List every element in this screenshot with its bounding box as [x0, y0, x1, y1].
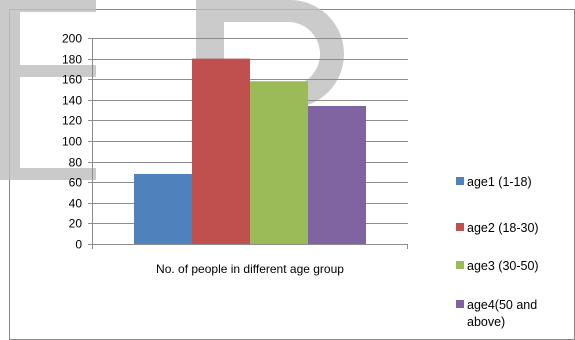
legend-label-2: age2 (18-30) [467, 221, 539, 235]
x-category-label: No. of people in different age group [156, 262, 344, 276]
axes [92, 38, 408, 249]
y-tick-label: 120 [62, 114, 82, 128]
y-tick-label: 60 [69, 176, 83, 190]
legend: age1 (1-18) age2 (18-30) age3 (30-50) age4(… [456, 175, 539, 329]
bar-3 [250, 81, 308, 244]
y-tick-label: 20 [69, 217, 83, 231]
y-tick-label: 40 [69, 197, 83, 211]
legend-swatch-1 [456, 177, 464, 185]
legend-swatch-3 [456, 261, 464, 269]
y-tick-label: 140 [62, 94, 82, 108]
bars [134, 58, 366, 244]
bar-2 [192, 58, 250, 244]
bar-1 [134, 173, 192, 244]
legend-label-3: age3 (30-50) [467, 259, 539, 273]
y-tick-label: 80 [69, 156, 83, 170]
y-tick-label: 160 [62, 73, 82, 87]
y-tick-label: 0 [75, 238, 82, 252]
legend-swatch-4 [456, 300, 464, 308]
legend-label-1: age1 (1-18) [467, 175, 532, 189]
y-tick-label: 200 [62, 32, 82, 46]
y-tick-label: 100 [62, 135, 82, 149]
bar-4 [308, 105, 366, 244]
y-axis-ticks: 0 20 40 60 80 100 120 140 160 180 200 [62, 32, 92, 252]
legend-label-4: above) [467, 315, 505, 329]
legend-label-4: age4(50 and [467, 298, 537, 312]
legend-swatch-2 [456, 223, 464, 231]
y-tick-label: 180 [62, 53, 82, 67]
